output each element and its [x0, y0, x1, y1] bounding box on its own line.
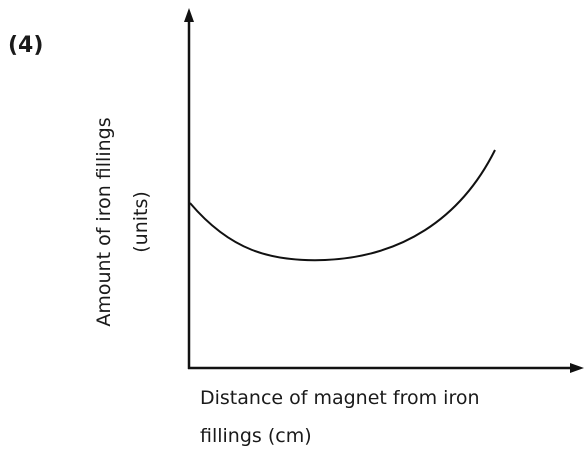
y-axis-label: Amount of iron fillings — [93, 117, 115, 326]
y-axis-label: (units) — [130, 191, 152, 253]
x-axis-label: Distance of magnet from iron — [200, 387, 480, 409]
x-axis-label: fillings (cm) — [200, 425, 312, 447]
y-axis-arrow — [184, 8, 194, 22]
curve — [189, 149, 496, 262]
x-axis-arrow — [570, 363, 584, 373]
question-number: (4) — [8, 33, 43, 58]
